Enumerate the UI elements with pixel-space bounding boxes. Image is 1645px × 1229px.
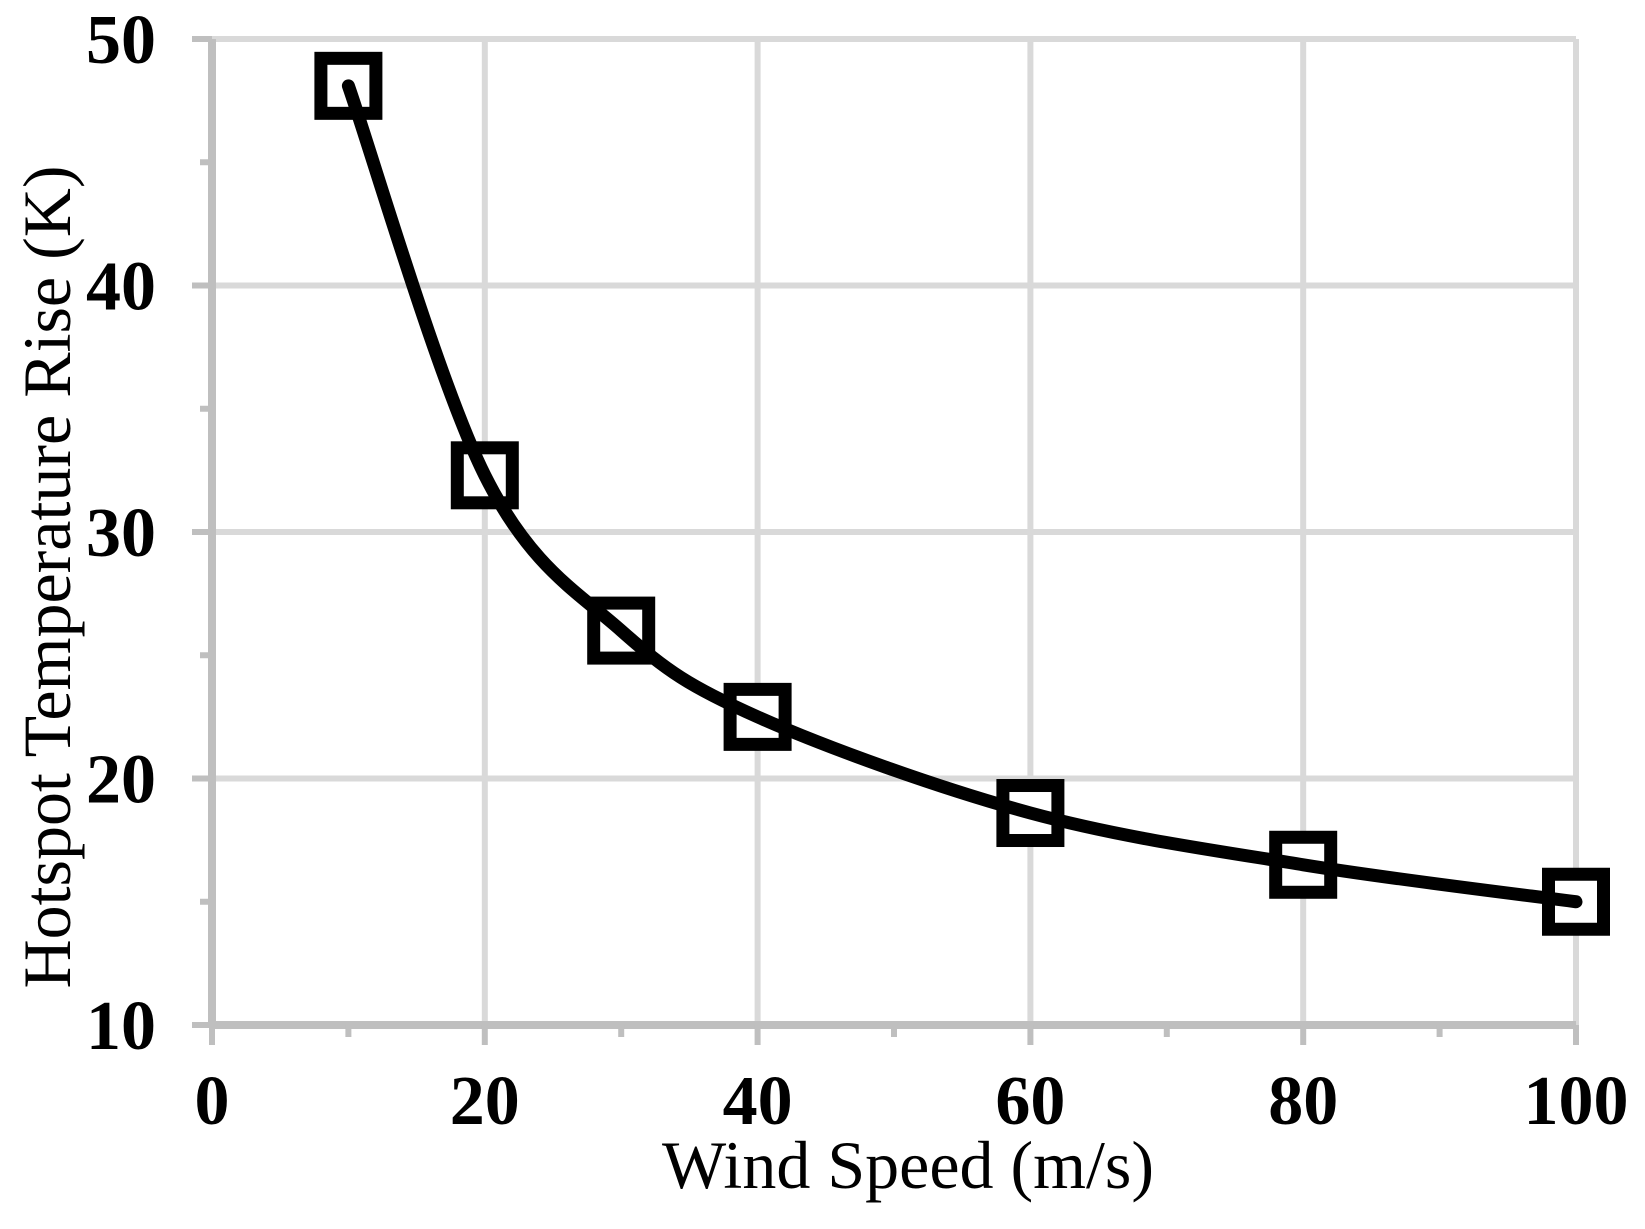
series-line: [341, 79, 1583, 909]
y-tick-label: 50: [86, 2, 156, 79]
y-tick-label: 30: [86, 495, 156, 572]
x-tick-label: 20: [450, 1063, 520, 1140]
x-tick-label: 40: [723, 1063, 793, 1140]
x-axis-title: Wind Speed (m/s): [661, 1127, 1155, 1203]
x-tick-label: 60: [995, 1063, 1065, 1140]
y-axis-title: Hotspot Temperature Rise (K): [9, 165, 85, 989]
x-tick-label: 0: [195, 1063, 230, 1140]
x-tick-label: 80: [1268, 1063, 1338, 1140]
y-tick-label: 40: [86, 249, 156, 326]
y-tick-label: 20: [86, 742, 156, 819]
x-tick-label: 100: [1524, 1063, 1629, 1140]
y-tick-label: 10: [86, 988, 156, 1065]
